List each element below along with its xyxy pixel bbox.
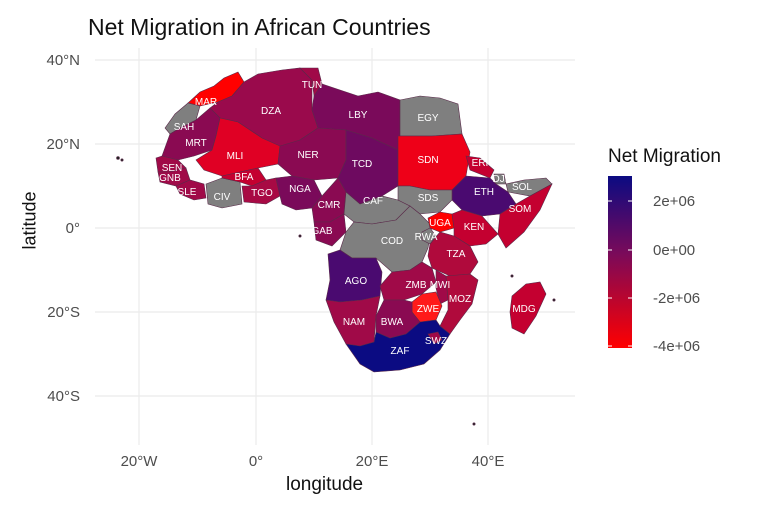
label-GNB: GNB <box>159 173 181 184</box>
x-tick-label: 0° <box>249 453 263 470</box>
x-tick-label: 40°E <box>472 453 505 470</box>
label-SOL: SOL <box>512 182 532 193</box>
label-COD: COD <box>381 236 403 247</box>
label-TGO: TGO <box>251 188 273 199</box>
label-EGY: EGY <box>417 113 438 124</box>
label-LBY: LBY <box>349 110 368 121</box>
label-KEN: KEN <box>464 222 485 233</box>
label-MLI: MLI <box>227 151 244 162</box>
y-axis-label: latitude <box>19 191 40 250</box>
label-BFA: BFA <box>235 172 254 183</box>
label-SDS: SDS <box>418 193 439 204</box>
region-MAR <box>187 71 245 107</box>
island-gough <box>472 422 476 426</box>
region-SOM <box>497 183 553 249</box>
y-tick-label: 40°N <box>46 52 80 69</box>
label-SLE: SLE <box>178 187 197 198</box>
label-ETH: ETH <box>474 187 494 198</box>
region-TZA <box>427 231 479 277</box>
label-ZAF: ZAF <box>391 346 410 357</box>
label-NER: NER <box>297 150 318 161</box>
label-CAF: CAF <box>363 196 383 207</box>
legend-label: -2e+06 <box>653 290 700 307</box>
island-seychelles <box>510 274 514 278</box>
label-ZWE: ZWE <box>417 304 440 315</box>
y-tick-label: 40°S <box>47 388 80 405</box>
label-TZA: TZA <box>447 249 466 260</box>
label-DJI: DJI <box>493 174 508 185</box>
x-tick-labels: 20°W 0° 20°E 40°E <box>121 453 505 470</box>
legend-label: -4e+06 <box>653 338 700 355</box>
label-CIV: CIV <box>214 192 231 203</box>
legend-label: 0e+00 <box>653 242 695 259</box>
region-KEN <box>451 209 499 247</box>
y-tick-label: 20°S <box>47 304 80 321</box>
label-DZA: DZA <box>261 106 281 117</box>
label-RWA: RWA <box>415 232 438 243</box>
region-MDG <box>509 281 547 335</box>
legend-label: 2e+06 <box>653 193 695 210</box>
island-cape-verde <box>116 156 120 160</box>
label-MAR: MAR <box>195 97 217 108</box>
label-SEN: SEN <box>162 163 183 174</box>
colorbar <box>608 176 632 348</box>
label-NGA: NGA <box>289 184 311 195</box>
label-AGO: AGO <box>345 276 367 287</box>
legend-title: Net Migration <box>608 146 721 167</box>
region-MWI <box>435 269 449 305</box>
y-tick-label: 20°N <box>46 136 80 153</box>
island-canary <box>120 158 124 162</box>
label-ZMB: ZMB <box>405 280 426 291</box>
y-tick-label: 0° <box>66 220 80 237</box>
region-labels: MAR SAH DZA TUN LBY EGY MRT MLI NER TCD … <box>159 80 536 357</box>
island-mauritius <box>552 298 556 302</box>
label-CMR: CMR <box>318 200 341 211</box>
chart-title: Net Migration in African Countries <box>88 14 431 40</box>
island-sao-tome <box>298 234 302 238</box>
label-MWI: MWI <box>430 280 451 291</box>
label-MRT: MRT <box>185 138 206 149</box>
label-MOZ: MOZ <box>449 294 471 305</box>
x-axis-label: longitude <box>286 474 364 495</box>
label-UGA: UGA <box>429 218 451 229</box>
label-MDG: MDG <box>512 304 536 315</box>
x-tick-label: 20°E <box>356 453 389 470</box>
region-NAM <box>325 295 381 347</box>
region-ERI <box>465 155 495 179</box>
region-ZAF <box>345 319 451 373</box>
label-ERI: ERI <box>472 158 489 169</box>
legend-labels: 2e+06 0e+00 -2e+06 -4e+06 <box>653 193 700 355</box>
label-SAH: SAH <box>174 122 195 133</box>
label-NAM: NAM <box>343 317 365 328</box>
label-SOM: SOM <box>509 204 532 215</box>
y-tick-labels: 40°N 20°N 0° 20°S 40°S <box>46 52 80 405</box>
label-SWZ: SWZ <box>425 336 447 347</box>
region-SWZ <box>427 331 443 345</box>
label-TUN: TUN <box>302 80 323 91</box>
legend-colorbar <box>608 176 632 348</box>
x-tick-label: 20°W <box>121 453 159 470</box>
label-GAB: GAB <box>311 226 332 237</box>
label-SDN: SDN <box>417 155 438 166</box>
label-BWA: BWA <box>381 317 404 328</box>
countries <box>116 67 556 426</box>
region-MOZ <box>439 273 479 335</box>
label-TCD: TCD <box>352 159 373 170</box>
region-SLE <box>175 179 207 201</box>
